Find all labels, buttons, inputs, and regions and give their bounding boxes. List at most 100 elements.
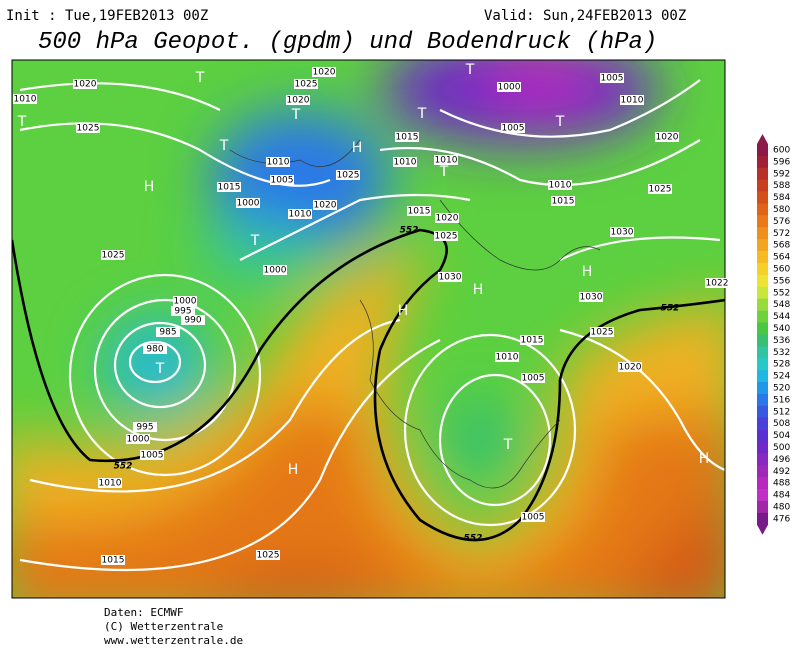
colorbar-label: 480 <box>773 502 790 512</box>
isobar-label: 990 <box>184 316 201 326</box>
colorbar-swatch <box>757 322 768 335</box>
isobar-label-bg <box>140 450 164 460</box>
footer-line: www.wetterzentrale.de <box>104 634 243 647</box>
contour-label: 552 <box>114 462 133 472</box>
isobar-label-bg <box>13 94 37 104</box>
colorbar-label: 576 <box>773 217 790 227</box>
contour-label: 552 <box>400 226 419 236</box>
colorbar-swatch <box>757 179 768 192</box>
colorbar-label: 536 <box>773 336 790 346</box>
isobar-label-bg <box>73 79 97 89</box>
colorbar-label: 540 <box>773 324 790 334</box>
isobar-label-bg <box>294 79 318 89</box>
isobar-label-bg <box>156 327 180 337</box>
isobar-label: 1015 <box>408 207 431 217</box>
isobar-label-bg <box>551 196 575 206</box>
colorbar-swatch <box>757 167 768 180</box>
isobar-label: 985 <box>159 328 176 338</box>
colorbar-swatch <box>757 191 768 204</box>
isobar-label-bg <box>336 170 360 180</box>
colorbar-swatch <box>757 227 768 240</box>
isobar-label-bg <box>434 155 458 165</box>
isobar-label-bg <box>548 180 572 190</box>
colorbar-label: 548 <box>773 300 790 310</box>
isobar-label: 1025 <box>77 124 100 134</box>
isobar-label-bg <box>590 327 614 337</box>
isobar-label-bg <box>648 184 672 194</box>
colorbar-swatch <box>757 251 768 264</box>
isobar-label-bg <box>435 213 459 223</box>
colorbar-swatch <box>757 477 768 490</box>
isobar-label: 1025 <box>435 232 458 242</box>
isobar-label-bg <box>313 200 337 210</box>
colorbar-label: 488 <box>773 479 790 489</box>
colorbar-swatch <box>757 346 768 359</box>
isobar-label-bg <box>126 434 150 444</box>
colorbar-label: 528 <box>773 360 790 370</box>
isobar-label-bg <box>236 198 260 208</box>
isobar-label-bg <box>217 182 241 192</box>
colorbar-label: 584 <box>773 193 790 203</box>
isobar-label: 1010 <box>549 181 572 191</box>
isobar-label-bg <box>600 73 624 83</box>
colorbar-swatch <box>757 429 768 442</box>
contour-label: 552 <box>464 534 483 544</box>
colorbar-swatch <box>757 489 768 502</box>
colorbar-label: 500 <box>773 443 790 453</box>
contour-label: 552 <box>661 304 680 314</box>
isobar-label: 1000 <box>127 435 150 445</box>
isobar-label-bg <box>497 82 521 92</box>
isobar-label: 1030 <box>580 293 603 303</box>
colorbar-swatch <box>757 310 768 323</box>
pressure-center: H <box>288 462 299 478</box>
colorbar-label: 524 <box>773 372 790 382</box>
isobar-label-bg <box>256 550 280 560</box>
isobar-label: 1020 <box>436 214 459 224</box>
isobar-label-bg <box>98 478 122 488</box>
isobar-label: 995 <box>136 423 153 433</box>
colorbar-label: 600 <box>773 145 790 155</box>
colorbar-swatch <box>757 263 768 276</box>
pressure-center: T <box>439 164 449 180</box>
isobar-label-bg <box>101 555 125 565</box>
isobar-label: 1015 <box>521 336 544 346</box>
isobar-label: 1025 <box>295 80 318 90</box>
isobar-label: 1025 <box>591 328 614 338</box>
isobar-label: 1005 <box>141 451 164 461</box>
isobar-label: 1005 <box>271 176 294 186</box>
colorbar-label: 520 <box>773 383 790 393</box>
colorbar-cap <box>757 134 768 144</box>
isobar-label: 1025 <box>649 185 672 195</box>
isobar-label: 1015 <box>102 556 125 566</box>
isobar-label-bg <box>173 296 197 306</box>
isobar-label-bg <box>270 175 294 185</box>
colorbar-swatch <box>757 239 768 252</box>
pressure-center: H <box>473 282 484 298</box>
pressure-center: T <box>155 361 165 377</box>
pressure-center: T <box>195 70 205 86</box>
isobar-label: 1020 <box>287 96 310 106</box>
isobar-label-bg <box>393 157 417 167</box>
isobar-label: 1020 <box>313 68 336 78</box>
isobar-label-bg <box>495 352 519 362</box>
colorbar-label: 504 <box>773 431 790 441</box>
colorbar-swatch <box>757 286 768 299</box>
isobar-label: 1020 <box>619 363 642 373</box>
map <box>12 60 725 598</box>
isobar-label-bg <box>407 206 431 216</box>
isobar-label: 1030 <box>439 273 462 283</box>
isobar-label: 1000 <box>237 199 260 209</box>
isobar-label: 1000 <box>498 83 521 93</box>
isobar-label: 1022 <box>706 279 729 289</box>
isobar-label-bg <box>133 422 157 432</box>
colorbar-label: 592 <box>773 169 790 179</box>
pressure-center: H <box>398 303 409 319</box>
pressure-center: T <box>250 233 260 249</box>
isobar-label-bg <box>501 123 525 133</box>
isobar-label: 1020 <box>656 133 679 143</box>
pressure-center: T <box>503 437 513 453</box>
isobar-label-bg <box>521 512 545 522</box>
colorbar-label: 532 <box>773 348 790 358</box>
